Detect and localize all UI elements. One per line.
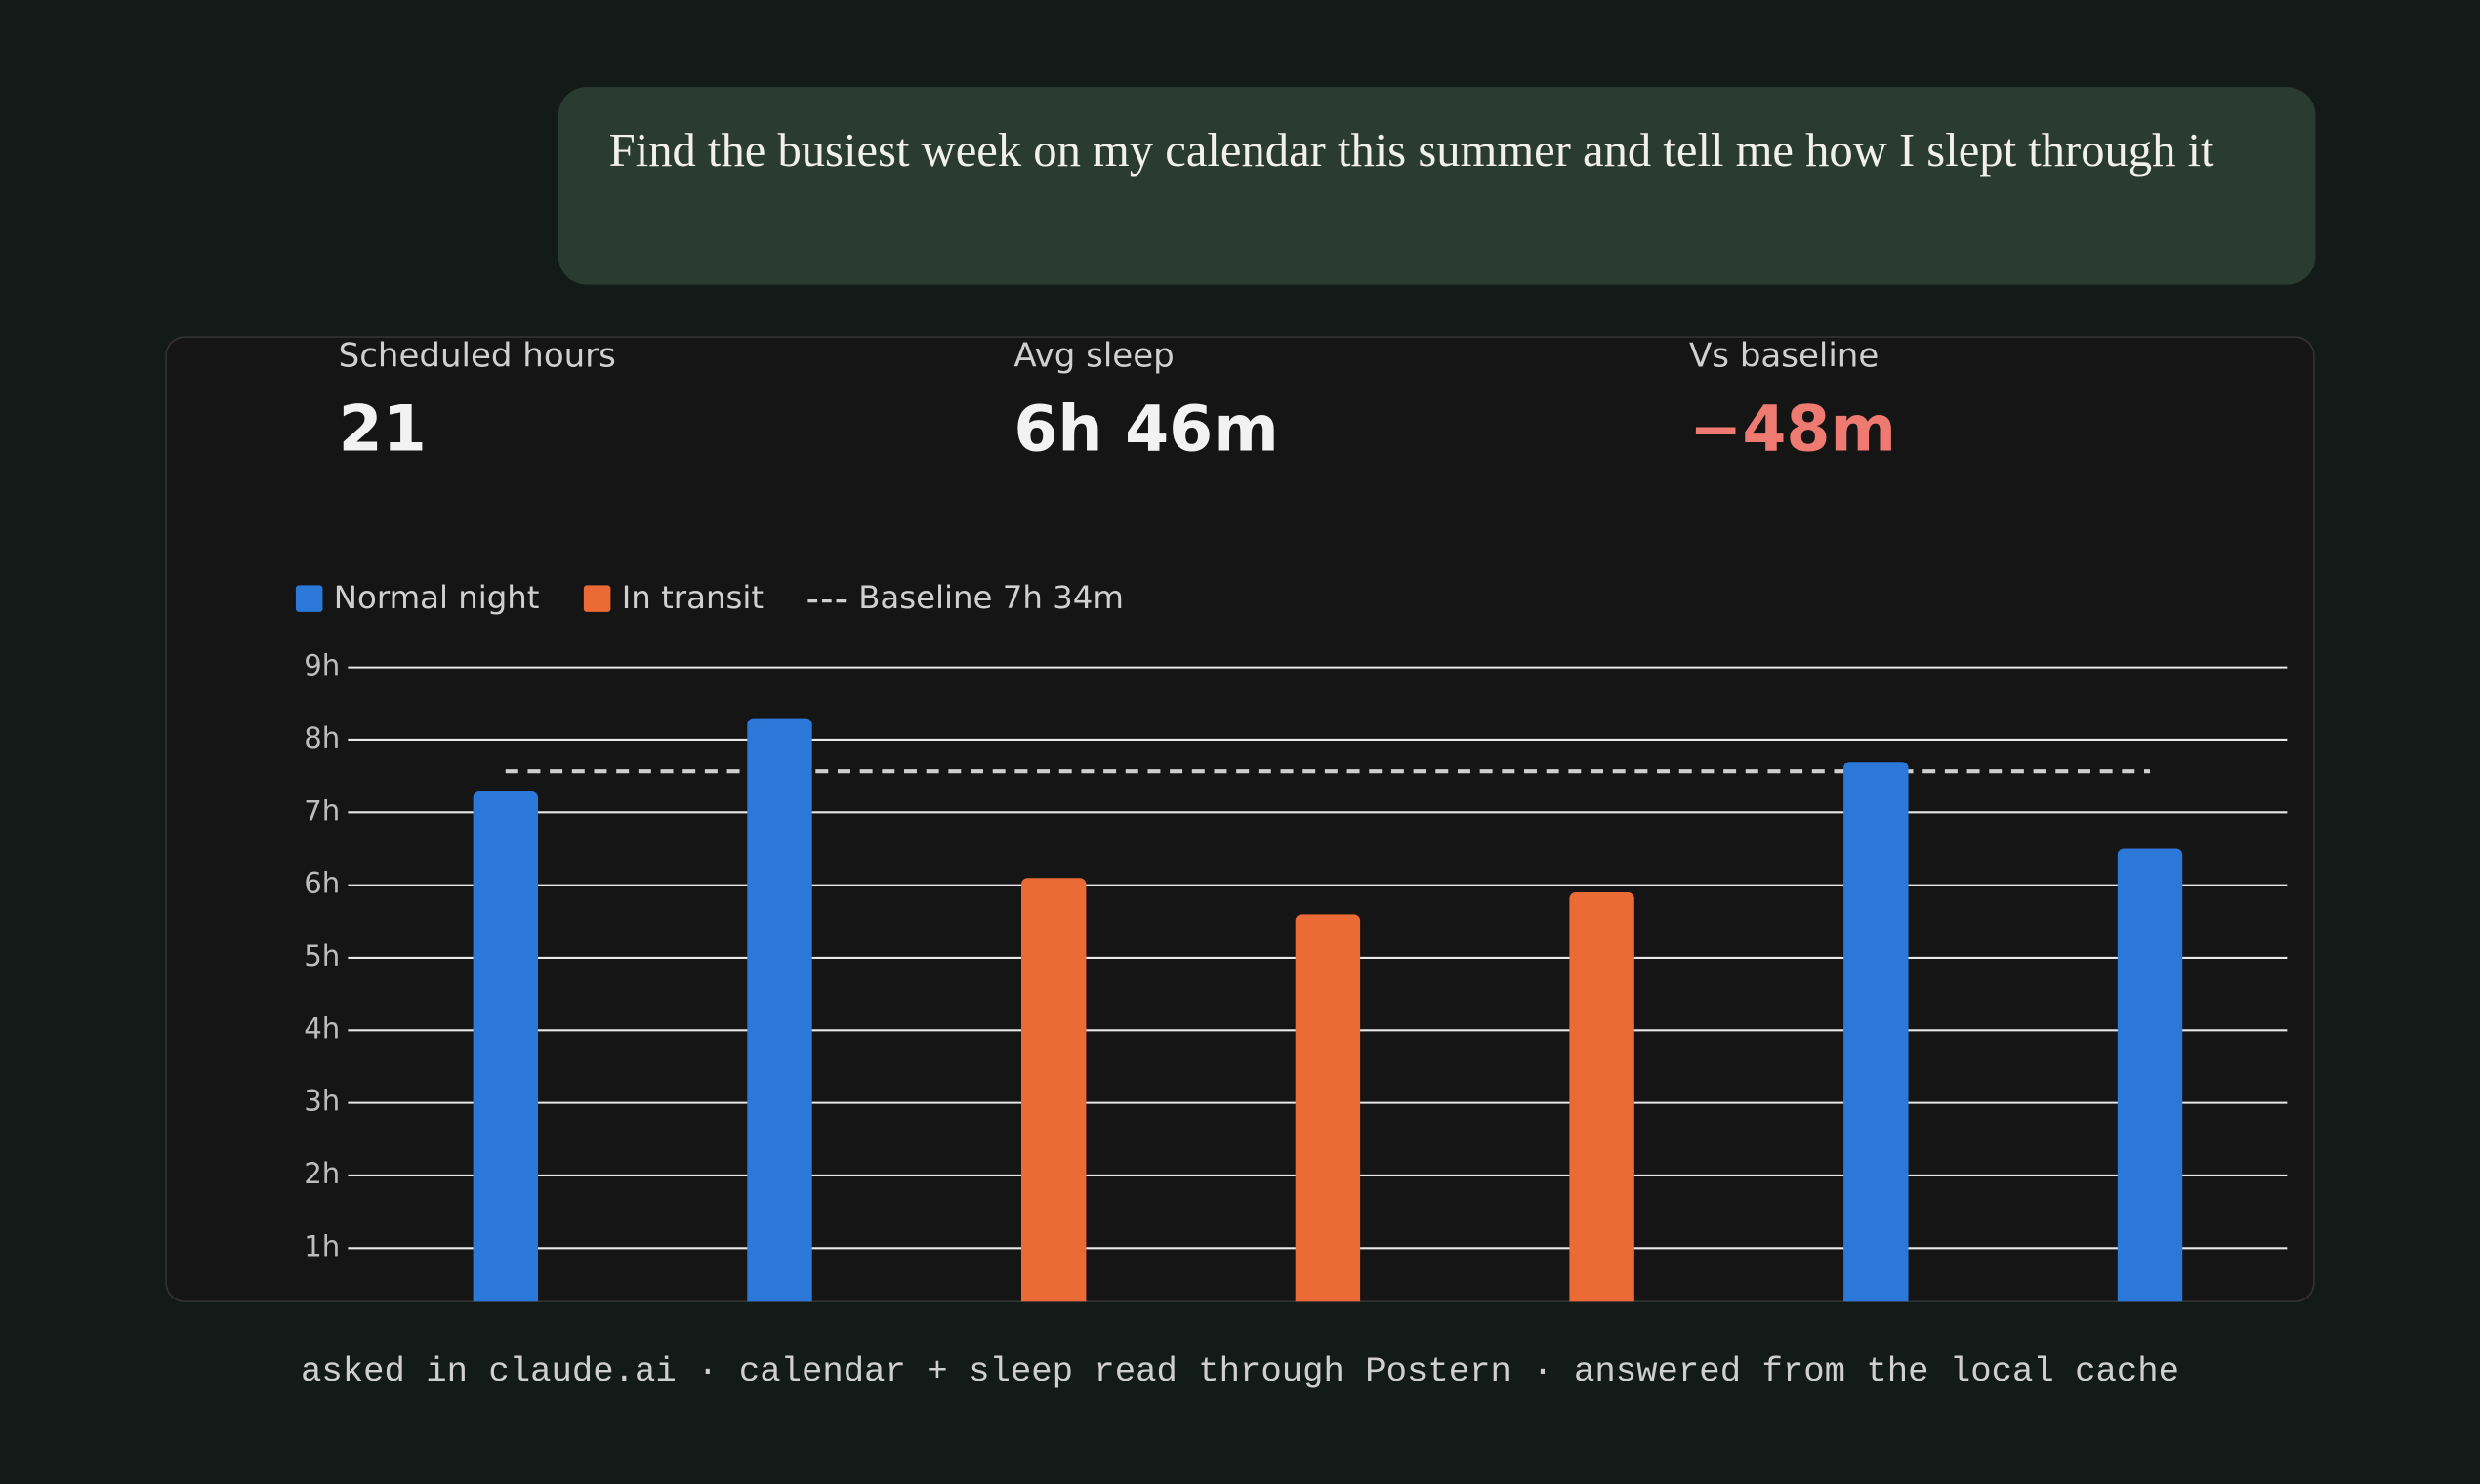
legend-label: In transit [622,579,764,616]
y-tick-label: 7h [304,794,340,827]
bar [2117,848,2183,1302]
stat-value: −48m [1689,392,1896,466]
y-tick-label: 3h [304,1085,340,1118]
message-bubble [558,87,2316,285]
y-tick-label: 4h [304,1011,340,1045]
legend-label: Normal night [334,579,540,616]
stat-label: Scheduled hours [339,337,616,376]
y-tick-label: 1h [304,1229,340,1262]
bar [1569,892,1634,1302]
y-tick-label: 5h [304,939,340,972]
y-tick-label: 6h [304,867,340,900]
y-tick-label: 8h [304,721,340,755]
y-tick-label: 2h [304,1157,340,1190]
bar [473,790,538,1302]
y-tick-label: 9h [304,649,340,682]
stat-label: Vs baseline [1689,337,1879,376]
card [165,336,2315,1303]
bar [1020,878,1087,1302]
message-box: Find the busiest week on my calendar thi… [608,124,2214,178]
stat-value: 6h 46m [1013,392,1278,466]
legend-label: Baseline 7h 34m [858,579,1124,616]
bar [747,718,812,1302]
bar [1843,762,1909,1302]
stat-value: 21 [339,392,427,466]
footer-text: asked in claude.ai · calendar + sleep re… [301,1351,2179,1391]
stat-label: Avg sleep [1013,337,1174,376]
message-text: Find the busiest week on my calendar thi… [608,124,2214,178]
legend-swatch [295,585,323,612]
bar [1295,914,1361,1302]
legend-swatch [583,585,611,612]
